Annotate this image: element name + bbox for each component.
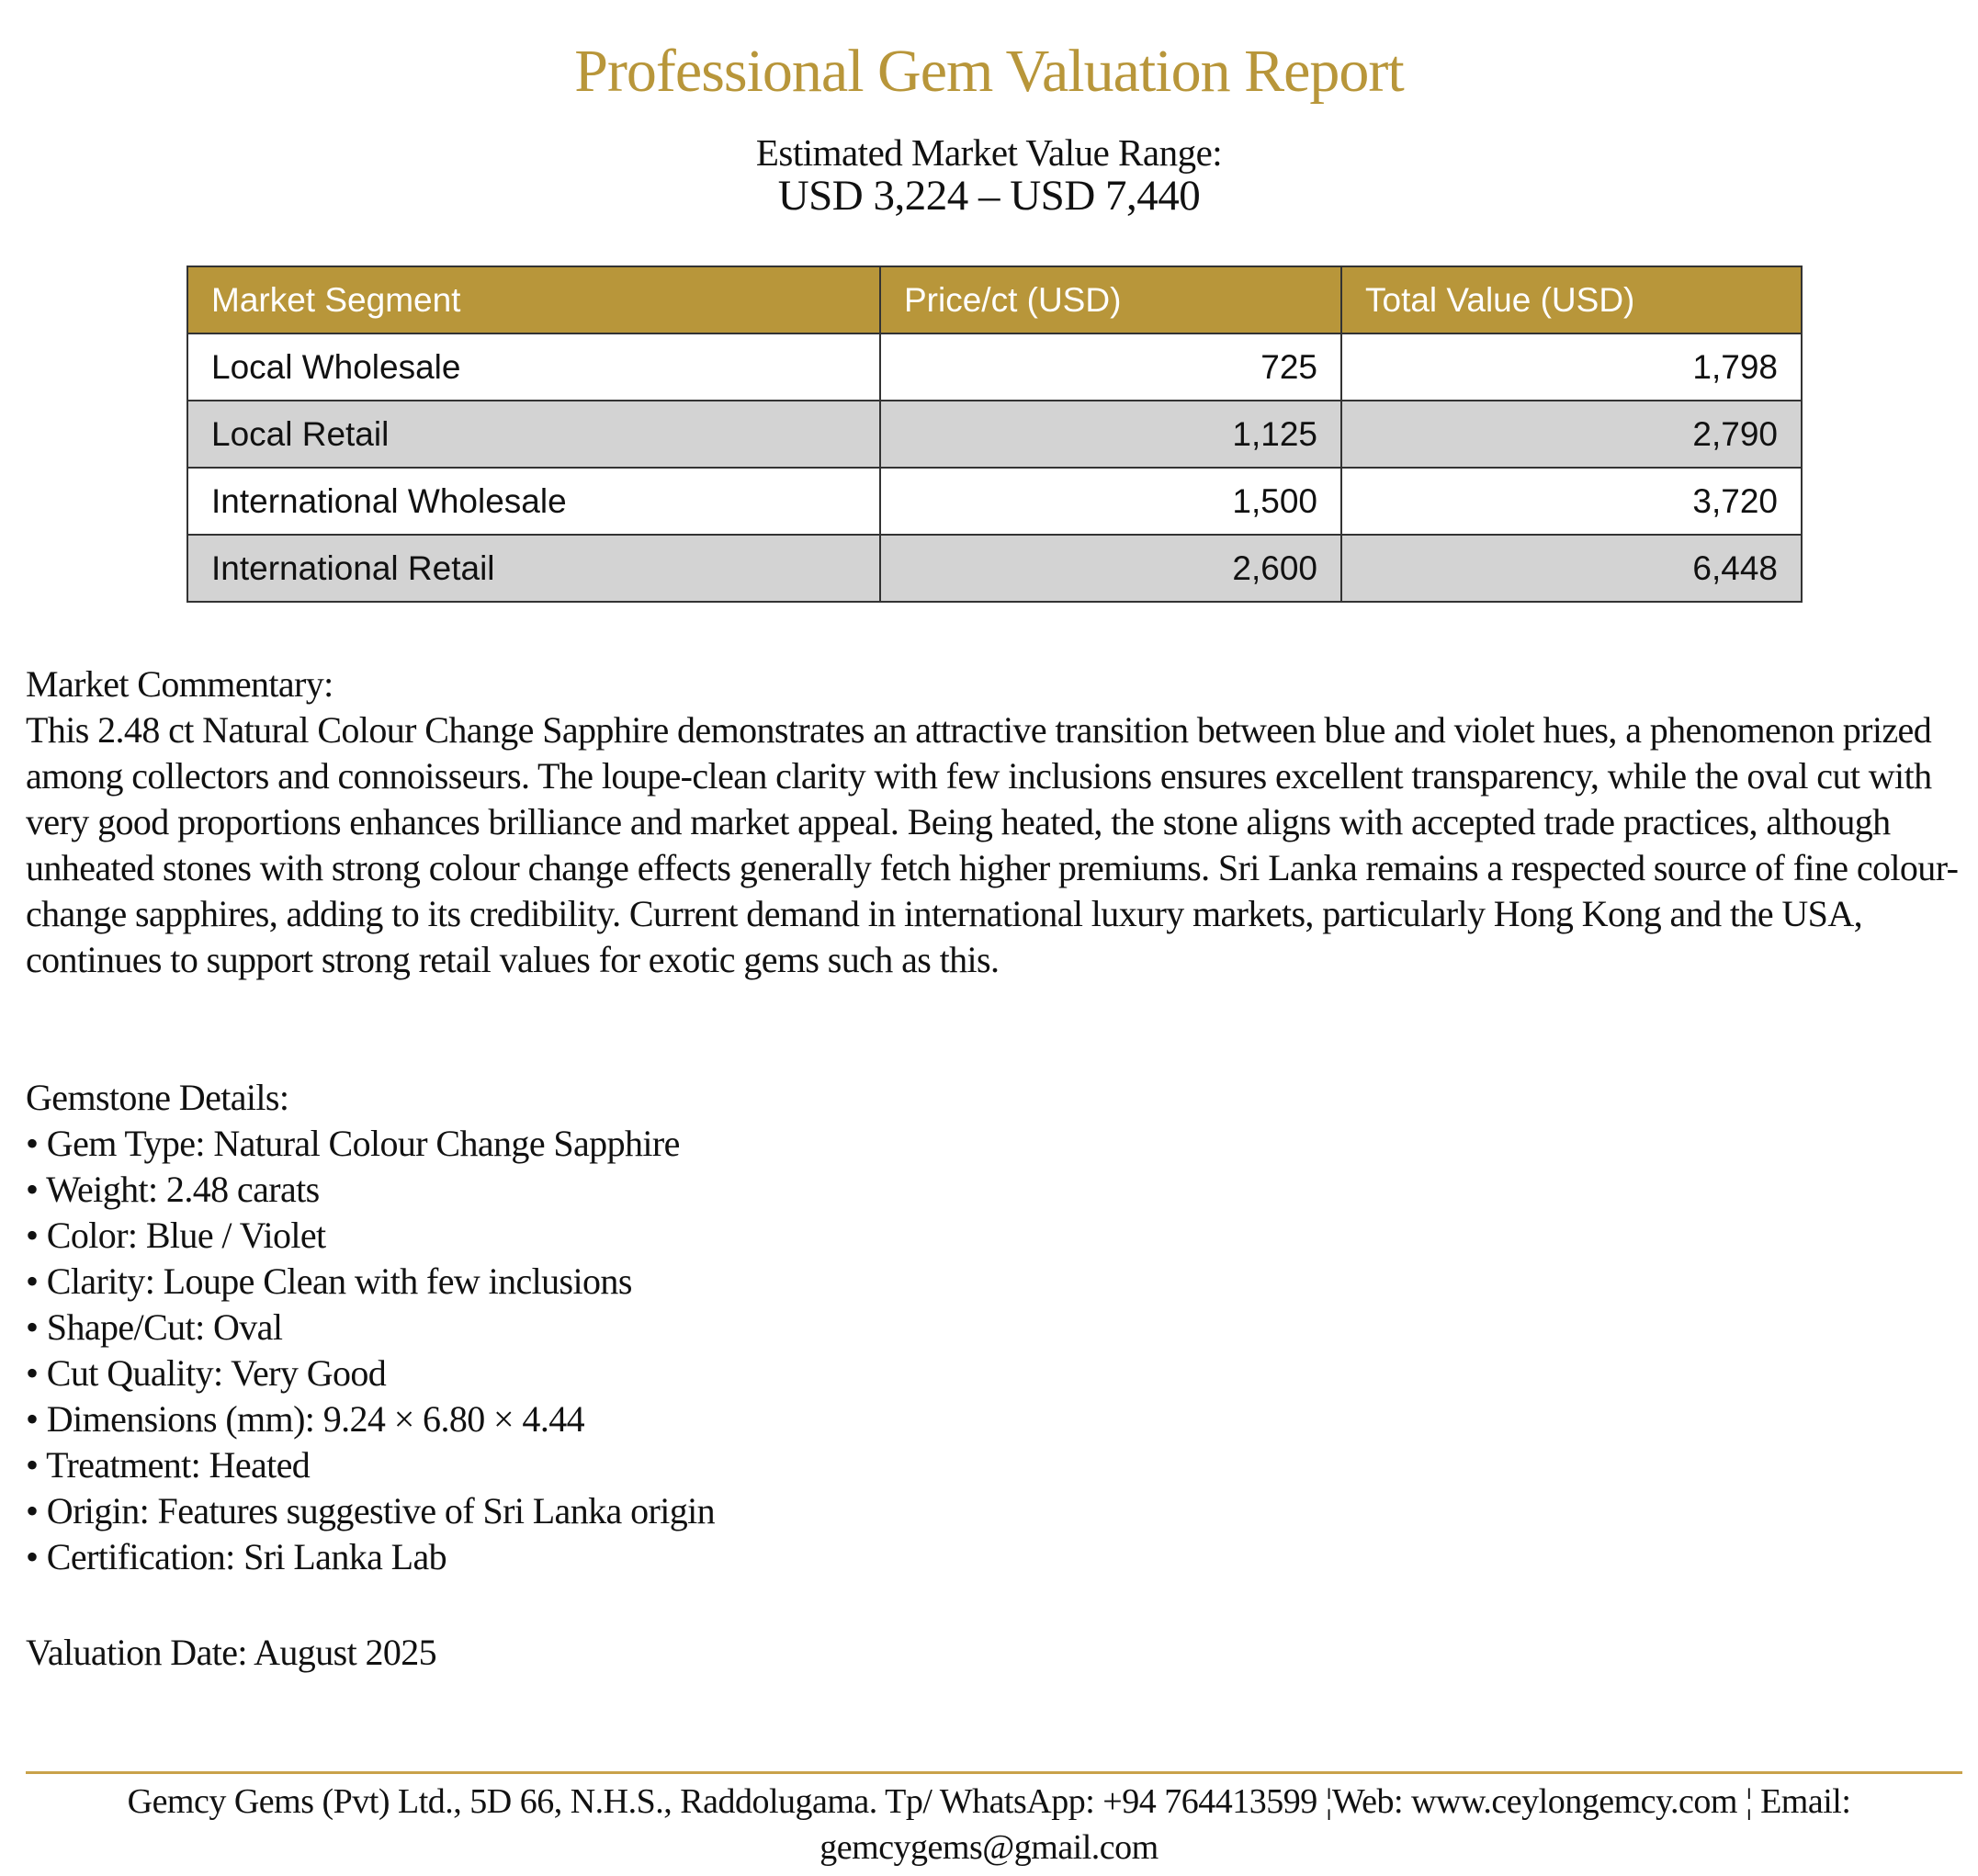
column-header: Total Value (USD) — [1340, 266, 1803, 334]
detail-item: • Gem Type: Natural Colour Change Sapphi… — [26, 1123, 680, 1164]
valuation-table: Market Segment Price/ct (USD) Total Value … — [186, 266, 1803, 603]
footer-rule — [26, 1771, 1962, 1774]
valuation-date: Valuation Date: August 2025 — [26, 1632, 437, 1673]
value-cell: 2,600 — [879, 534, 1342, 603]
table-row: International Wholesale 1,500 3,720 — [186, 467, 1803, 536]
table-row: International Retail 2,600 6,448 — [186, 534, 1803, 603]
value-cell: 1,500 — [879, 467, 1342, 536]
value-cell: 3,720 — [1340, 467, 1803, 536]
details-heading: Gemstone Details: — [26, 1077, 289, 1118]
report-title: Professional Gem Valuation Report — [574, 38, 1404, 105]
value-cell: 1,798 — [1340, 333, 1803, 401]
segment-cell: International Wholesale — [186, 467, 881, 536]
table-header: Market Segment Price/ct (USD) Total Value … — [186, 266, 1803, 334]
value-cell: 1,125 — [879, 400, 1342, 469]
detail-item: • Origin: Features suggestive of Sri Lan… — [26, 1490, 716, 1531]
detail-item: • Certification: Sri Lanka Lab — [26, 1536, 447, 1577]
commentary-text: This 2.48 ct Natural Colour Change Sapph… — [26, 709, 1959, 980]
details: Gemstone Details: • Gem Type: Natural Co… — [26, 1075, 1964, 1580]
table-row: Local Retail 1,125 2,790 — [186, 400, 1803, 469]
segment-cell: Local Retail — [186, 400, 881, 469]
details-list: • Gem Type: Natural Colour Change Sapphi… — [26, 1121, 1964, 1580]
value-range: USD 3,224 – USD 7,440 — [777, 172, 1201, 220]
column-header: Price/ct (USD) — [879, 266, 1342, 334]
detail-item: • Weight: 2.48 carats — [26, 1169, 320, 1210]
value-cell: 2,790 — [1340, 400, 1803, 469]
segment-cell: Local Wholesale — [186, 333, 881, 401]
footer: Gemcy Gems (Pvt) Ltd., 5D 66, N.H.S., Ra… — [127, 1782, 1851, 1867]
segment-cell: International Retail — [186, 534, 881, 603]
column-header: Market Segment — [186, 266, 881, 334]
detail-item: • Shape/Cut: Oval — [26, 1306, 283, 1348]
detail-item: • Cut Quality: Very Good — [26, 1352, 387, 1394]
value-cell: 725 — [879, 333, 1342, 401]
table-row: Local Wholesale 725 1,798 — [186, 333, 1803, 401]
commentary-heading: Market Commentary: — [26, 663, 333, 705]
detail-item: • Color: Blue / Violet — [26, 1215, 326, 1256]
detail-item: • Dimensions (mm): 9.24 × 6.80 × 4.44 — [26, 1398, 585, 1440]
range-label: Estimated Market Value Range: — [755, 131, 1223, 174]
commentary: Market Commentary: This 2.48 ct Natural … — [26, 661, 1964, 983]
value-cell: 6,448 — [1340, 534, 1803, 603]
detail-item: • Clarity: Loupe Clean with few inclusio… — [26, 1260, 632, 1302]
detail-item: • Treatment: Heated — [26, 1444, 311, 1486]
